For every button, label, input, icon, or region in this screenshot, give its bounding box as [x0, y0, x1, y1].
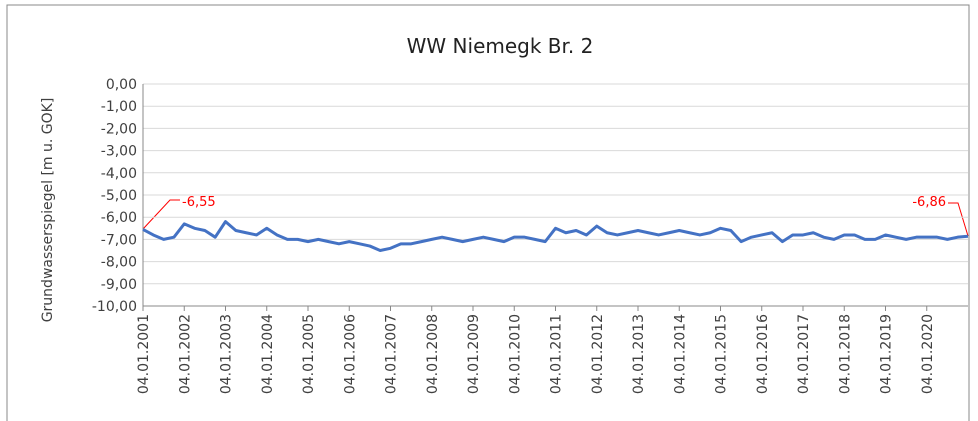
x-tick-label: 04.01.2010	[507, 314, 523, 394]
y-tick-label: -7,00	[101, 232, 137, 248]
x-tick-label: 04.01.2006	[342, 314, 358, 394]
x-tick-label: 04.01.2015	[714, 314, 730, 394]
x-tick-label: 04.01.2016	[755, 314, 771, 394]
x-tick-label: 04.01.2007	[384, 314, 400, 394]
data-label: -6,86	[912, 195, 946, 210]
leader-line	[948, 202, 969, 237]
x-tick-label: 04.01.2009	[466, 314, 482, 394]
y-tick-label: -1,00	[101, 99, 137, 115]
y-tick-label: -2,00	[101, 121, 137, 137]
x-tick-label: 04.01.2014	[672, 314, 688, 394]
x-tick-label: 04.01.2018	[837, 314, 853, 394]
leader-line	[142, 199, 180, 230]
data-label: -6,55	[182, 195, 216, 210]
x-tick-label: 04.01.2011	[549, 314, 565, 394]
x-tick-label: 04.01.2002	[177, 314, 193, 394]
data-line	[142, 220, 969, 252]
y-axis-label: Grundwasserspiegel [m u. GOK]	[40, 98, 56, 323]
x-tick-label: 04.01.2019	[879, 314, 895, 394]
chart-title: WW Niemegk Br. 2	[407, 34, 594, 58]
y-tick-label: -4,00	[101, 166, 137, 182]
x-tick-label: 04.01.2005	[301, 314, 317, 394]
y-tick-label: -9,00	[101, 277, 137, 293]
x-tick-label: 04.01.2013	[631, 314, 647, 394]
y-tick-label: -8,00	[101, 255, 137, 271]
x-tick-label: 04.01.2003	[219, 314, 235, 394]
y-tick-label: -10,00	[92, 299, 137, 315]
chart-frame	[6, 4, 970, 421]
y-tick-label: -3,00	[101, 144, 137, 160]
x-tick-label: 04.01.2012	[590, 314, 606, 394]
y-tick-label: -6,00	[101, 210, 137, 226]
y-tick-label: -5,00	[101, 188, 137, 204]
x-tick-label: 04.01.2020	[920, 314, 936, 394]
y-tick-label: 0,00	[106, 77, 137, 93]
x-tick-label: 04.01.2004	[260, 314, 276, 394]
x-tick-label: 04.01.2008	[425, 314, 441, 394]
x-tick-label: 04.01.2017	[796, 314, 812, 394]
x-tick-label: 04.01.2001	[136, 314, 152, 394]
